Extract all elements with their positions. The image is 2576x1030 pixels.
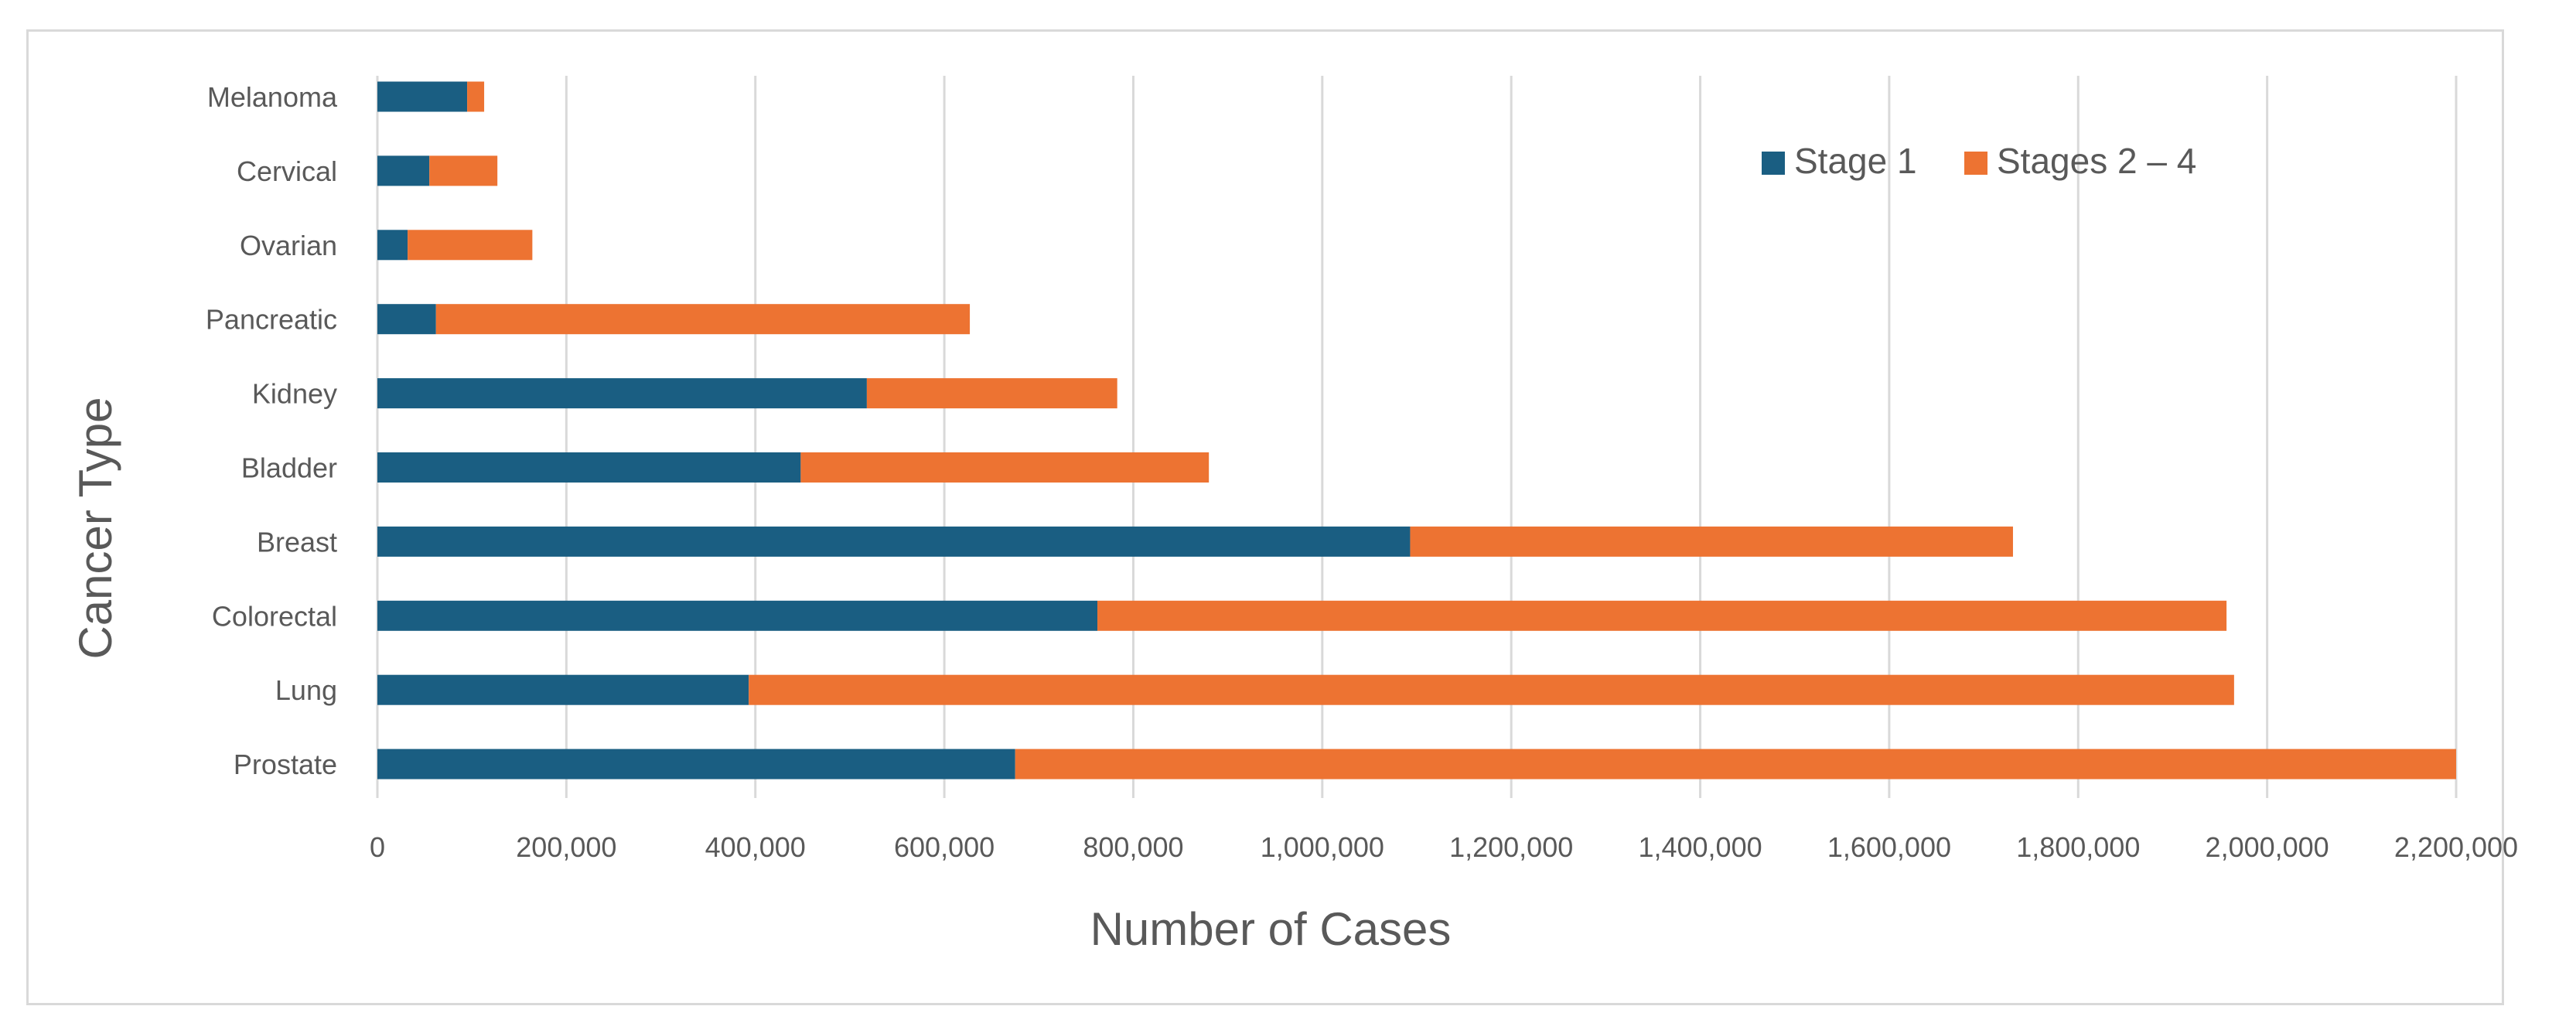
legend-swatch-stage-1 [1762, 152, 1785, 175]
legend: Stage 1 Stages 2 – 4 [1762, 141, 2196, 181]
x-tick-label: 400,000 [705, 831, 806, 863]
category-label-cervical: Cervical [237, 155, 337, 187]
bar-ovarian-stage-1 [377, 230, 408, 261]
category-label-bladder: Bladder [241, 452, 337, 484]
bar-prostate-stage-1 [377, 749, 1015, 779]
x-tick-label: 2,200,000 [2394, 831, 2518, 863]
category-label-ovarian: Ovarian [240, 230, 337, 261]
bar-melanoma-stages-2-4 [467, 81, 485, 112]
x-tick-label: 200,000 [516, 831, 616, 863]
x-axis-title: Number of Cases [1090, 903, 1452, 955]
x-tick-label: 800,000 [1083, 831, 1183, 863]
category-label-lung: Lung [275, 674, 337, 706]
bar-melanoma-stage-1 [377, 81, 468, 112]
category-label-prostate: Prostate [234, 749, 337, 780]
category-label-melanoma: Melanoma [207, 81, 338, 113]
x-tick-label: 1,800,000 [2016, 831, 2140, 863]
x-tick-label: 1,200,000 [1449, 831, 1573, 863]
legend-label-stage-1: Stage 1 [1794, 141, 1917, 181]
bar-pancreatic-stages-2-4 [435, 304, 971, 335]
bar-pancreatic-stage-1 [377, 304, 436, 335]
bars [377, 81, 2456, 779]
bar-breast-stages-2-4 [1410, 526, 2013, 557]
category-labels: Melanoma Cervical Ovarian Pancreatic Kidney B… [206, 81, 338, 780]
bar-cervical-stage-1 [377, 155, 430, 186]
bar-lung-stage-1 [377, 674, 749, 705]
x-tick-label: 2,000,000 [2206, 831, 2329, 863]
x-tick-label: 600,000 [894, 831, 995, 863]
bar-colorectal-stage-1 [377, 600, 1098, 631]
category-label-pancreatic: Pancreatic [206, 304, 337, 336]
bar-kidney-stage-1 [377, 378, 867, 409]
bar-cervical-stages-2-4 [429, 155, 498, 186]
bar-bladder-stages-2-4 [800, 452, 1210, 483]
bar-breast-stage-1 [377, 526, 1411, 557]
category-label-breast: Breast [257, 526, 337, 558]
category-label-kidney: Kidney [252, 378, 337, 410]
bar-prostate-stages-2-4 [1015, 749, 2456, 779]
y-axis-title: Cancer Type [70, 397, 121, 659]
legend-swatch-stages-2-4 [1964, 152, 1987, 175]
x-tick-label: 1,600,000 [1827, 831, 1951, 863]
x-tick-labels: 0 200,000 400,000 600,000 800,000 1,000,000 1,… [370, 831, 2518, 863]
bar-bladder-stage-1 [377, 452, 801, 483]
chart-frame [26, 29, 2504, 1005]
legend-label-stages-2-4: Stages 2 – 4 [1997, 141, 2196, 181]
bar-kidney-stages-2-4 [866, 378, 1117, 409]
x-tick-label: 0 [370, 831, 385, 863]
bar-lung-stages-2-4 [749, 674, 2234, 705]
bar-colorectal-stages-2-4 [1097, 600, 2227, 631]
x-tick-label: 1,000,000 [1261, 831, 1384, 863]
category-label-colorectal: Colorectal [212, 600, 337, 632]
x-tick-label: 1,400,000 [1638, 831, 1762, 863]
bar-ovarian-stages-2-4 [408, 230, 533, 261]
